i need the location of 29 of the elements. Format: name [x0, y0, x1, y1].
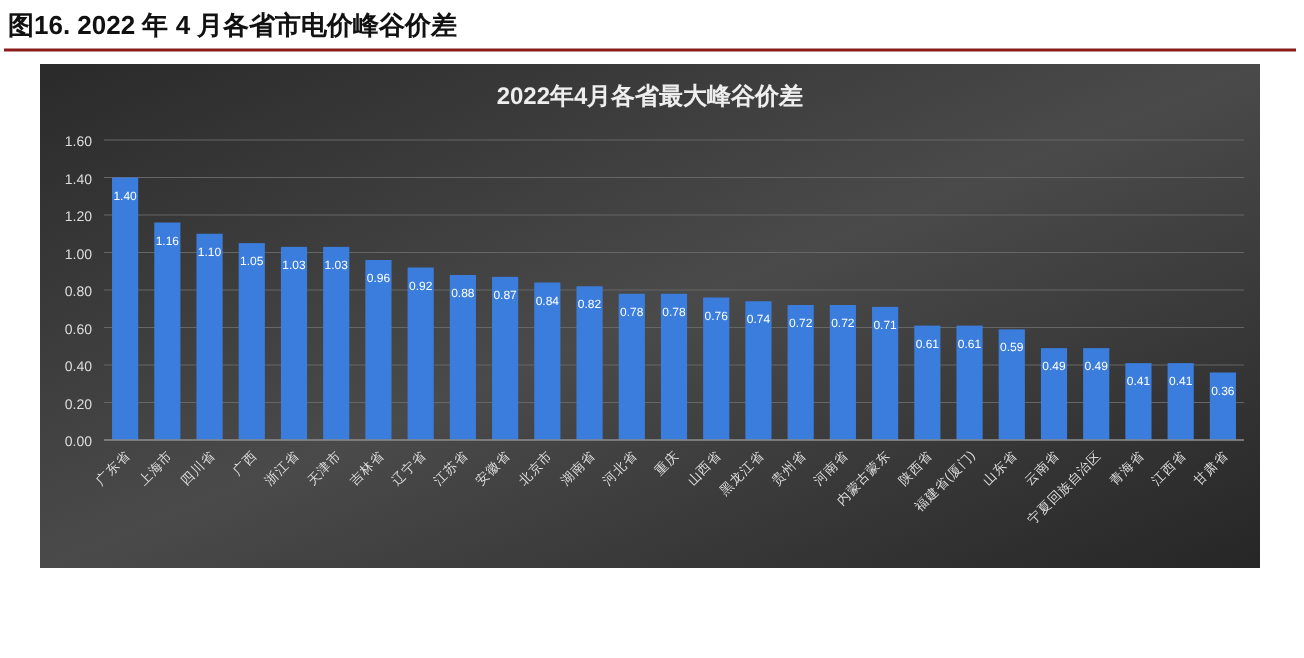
bar: [1167, 363, 1194, 440]
bar: [1209, 372, 1236, 440]
bar: [112, 177, 139, 440]
bar: [745, 301, 772, 440]
bar: [280, 246, 308, 440]
bar: [998, 329, 1025, 440]
chart-title: 图16. 2022 年 4 月各省市电价峰谷价差: [8, 10, 458, 40]
bar: [196, 233, 223, 440]
bar: [492, 276, 519, 440]
bar: [576, 286, 603, 440]
bar: [956, 325, 983, 440]
bar: [323, 246, 350, 440]
bar: [703, 297, 730, 440]
bar: [660, 293, 688, 440]
bar: [872, 306, 899, 440]
bar: [787, 305, 814, 440]
bar: [914, 325, 941, 440]
bar: [829, 305, 856, 440]
bar: [238, 243, 265, 440]
chart-subtitle: 2022年4月各省最大峰谷价差: [496, 82, 804, 110]
bar: [1083, 348, 1110, 440]
bar: [449, 275, 476, 440]
bar: [154, 222, 181, 440]
bar: [365, 260, 392, 440]
bar: [1040, 348, 1068, 440]
bar: [618, 293, 645, 440]
bar: [1125, 363, 1152, 440]
bar: [534, 282, 561, 440]
bar: [407, 267, 434, 440]
